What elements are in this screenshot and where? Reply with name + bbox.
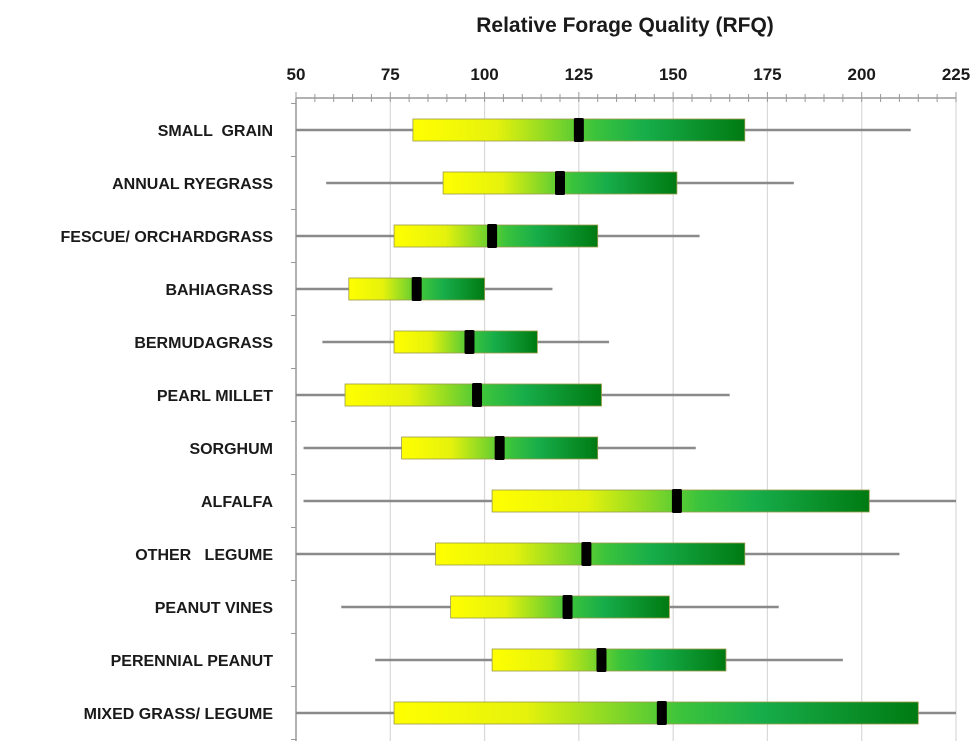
category-label: PEANUT VINES [155,600,274,617]
median-marker [487,224,498,248]
x-tick-label: 200 [848,65,876,84]
chart-title: Relative Forage Quality (RFQ) [476,14,774,37]
category-label: OTHER LEGUME [135,547,273,564]
category-label: PEARL MILLET [157,388,273,405]
box-rect [450,595,670,619]
median-marker [472,383,483,407]
box-item [296,118,911,142]
category-label: FESCUE/ ORCHARDGRASS [61,229,274,246]
box-item [296,277,553,301]
median-marker [411,277,422,301]
axes [291,92,957,741]
category-label: SMALL GRAIN [158,123,273,140]
box-item [296,224,700,248]
median-marker [671,489,682,513]
box-series [296,118,956,725]
box-item [296,383,730,407]
median-marker [656,701,667,725]
x-tick-label: 150 [659,65,687,84]
box-item [322,330,610,354]
box-item [375,648,843,672]
median-marker [596,648,607,672]
x-tick-label: 100 [470,65,498,84]
median-marker [555,171,565,195]
x-tick-label: 175 [753,65,781,84]
box-item [296,701,956,725]
category-label: SORGHUM [189,441,273,458]
category-label: MIXED GRASS/ LEGUME [84,706,274,723]
box-item [341,595,779,619]
category-label: PERENNIAL PEANUT [111,653,274,670]
box-item [303,489,956,513]
x-tick-label: 75 [381,65,400,84]
median-marker [581,542,592,566]
box-rect [393,701,919,725]
category-label: ALFALFA [201,494,273,511]
x-tick-label: 50 [287,65,306,84]
x-tick-label: 225 [942,65,970,84]
box-rect [491,648,727,672]
box-item [296,542,900,566]
median-marker [562,595,573,619]
x-tick-labels: 50 75 100 125 150 175 200 225 [287,65,971,84]
median-marker [494,436,505,460]
box-item [303,436,696,460]
category-labels: SMALL GRAIN ANNUAL RYEGRASS FESCUE/ ORCHAR… [61,123,274,723]
category-label: ANNUAL RYEGRASS [112,176,273,193]
grid-lines [389,98,957,741]
category-label: BAHIAGRASS [165,282,273,299]
box-item [326,171,794,195]
median-marker [573,118,584,142]
category-label: BERMUDAGRASS [134,335,273,352]
x-tick-label: 125 [565,65,593,84]
median-marker [464,330,475,354]
